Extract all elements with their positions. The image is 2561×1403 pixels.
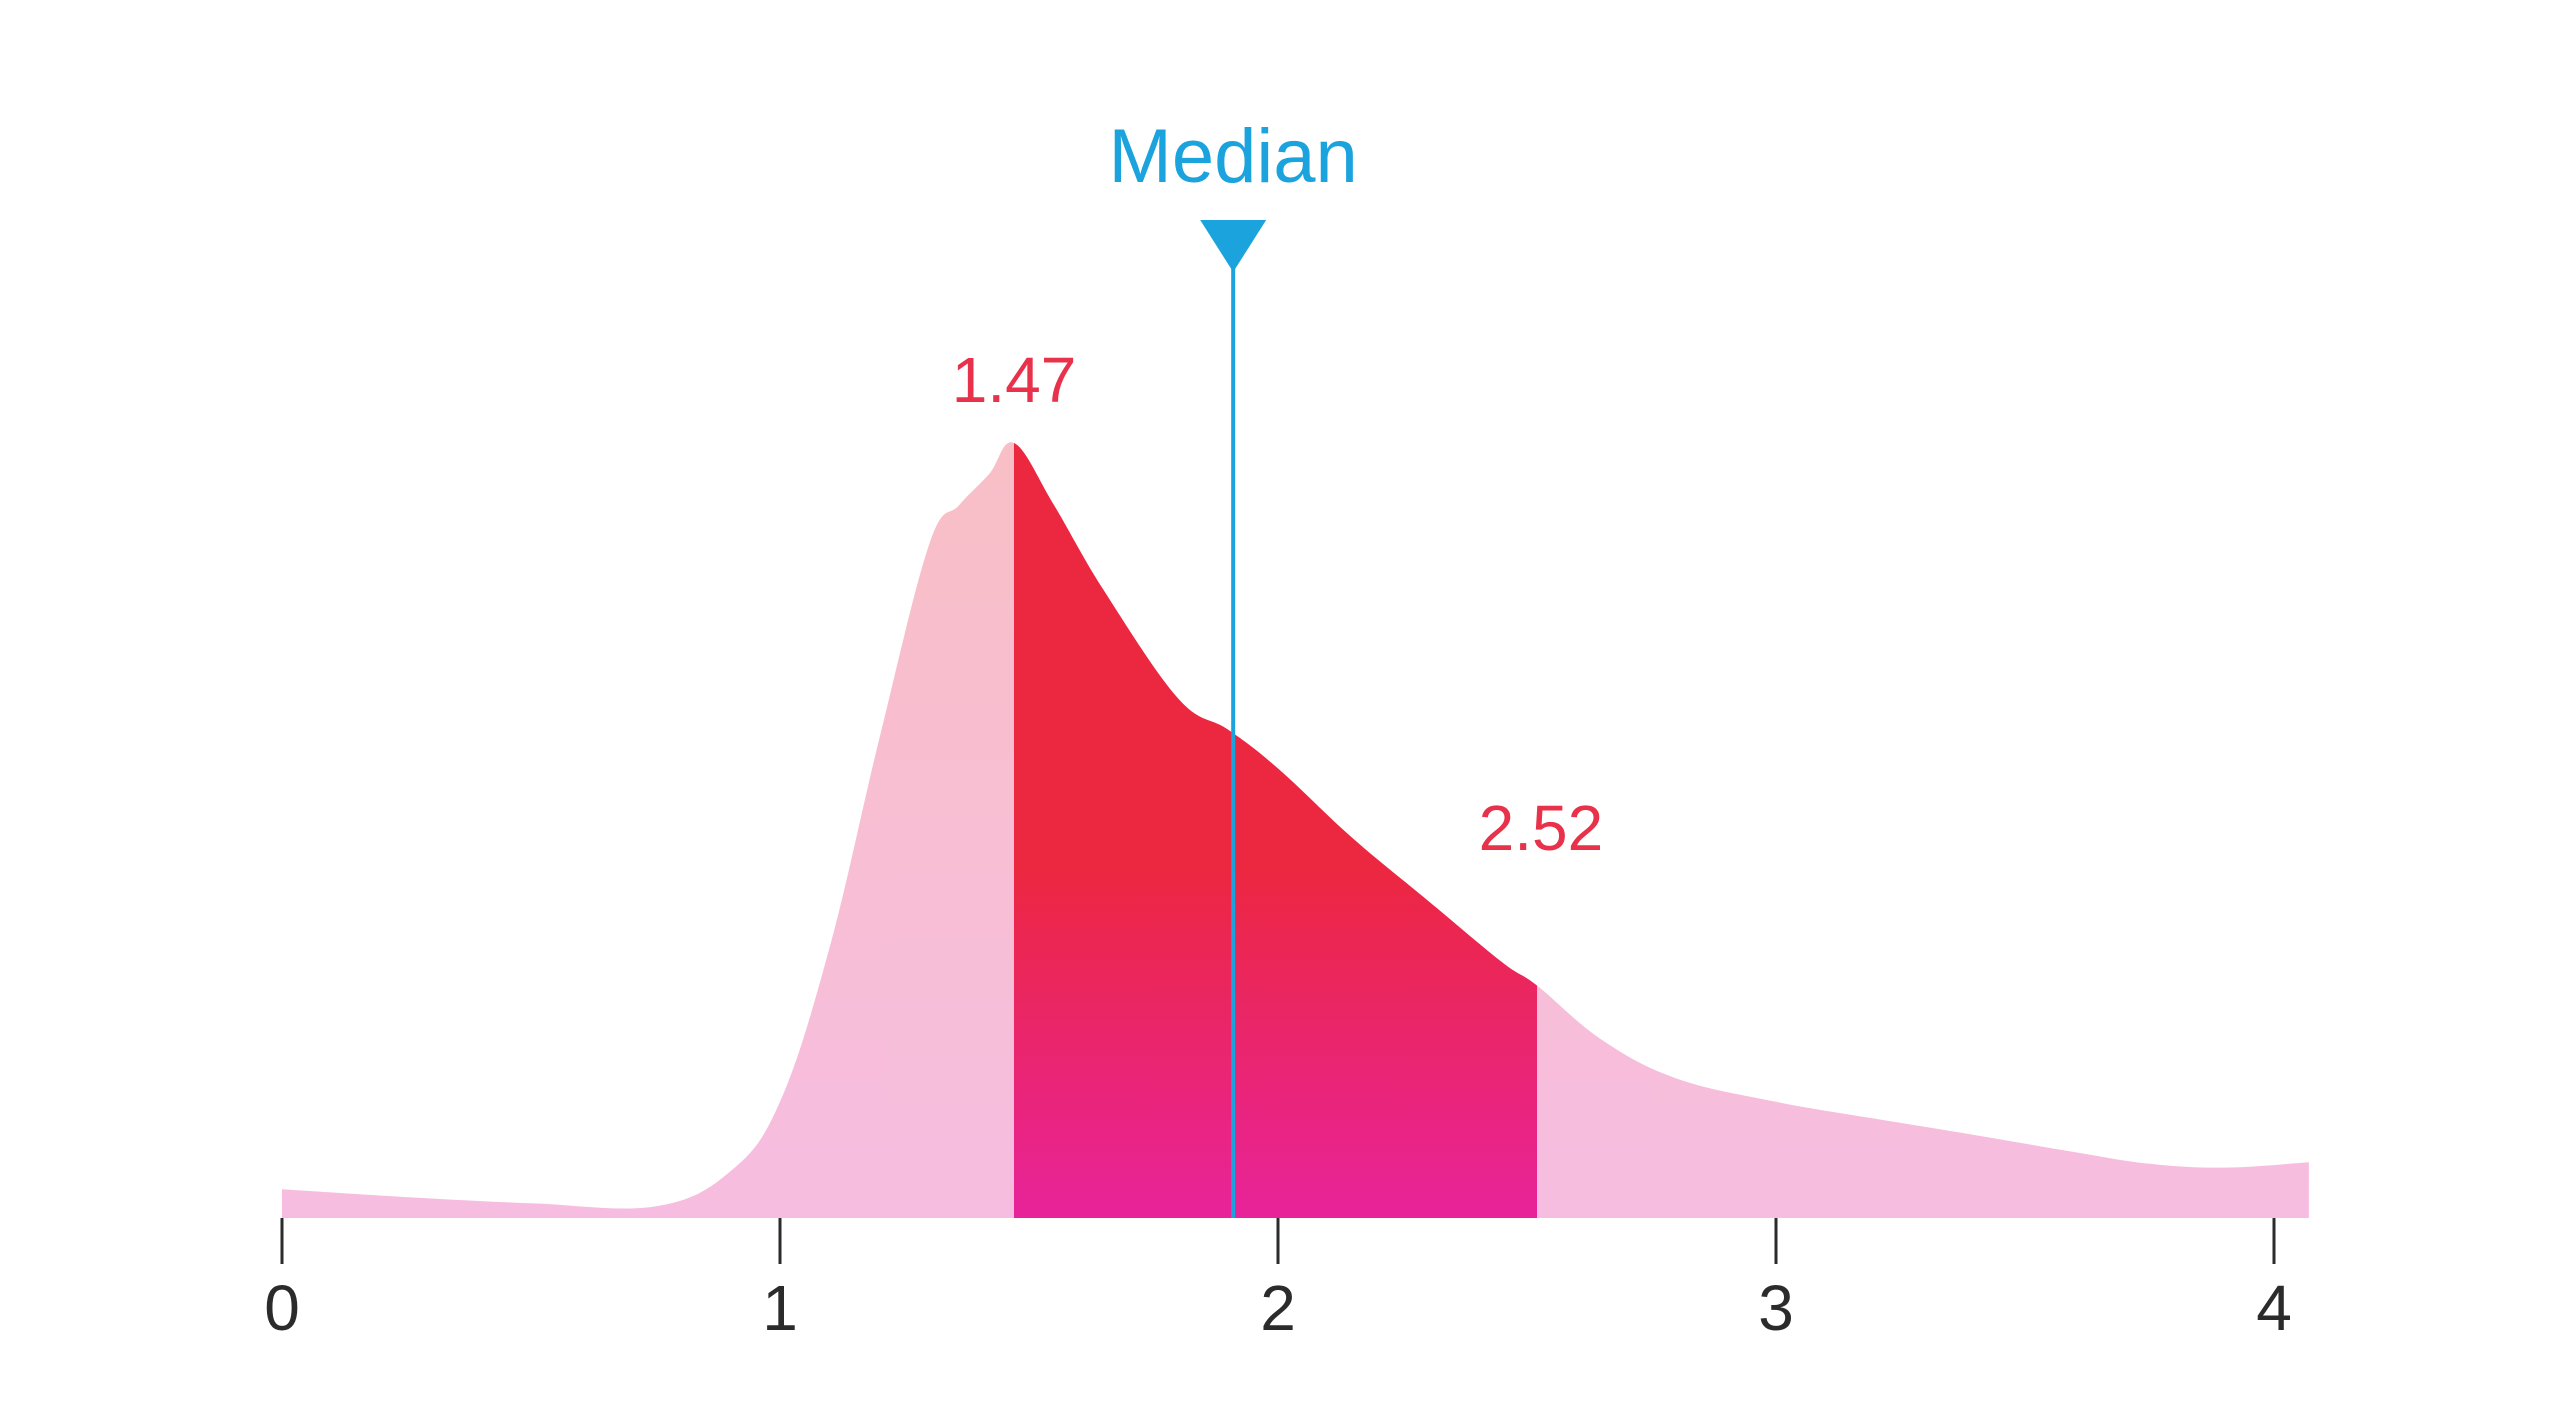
x-tick-label: 2	[1260, 1272, 1296, 1344]
x-tick-label: 4	[2256, 1272, 2292, 1344]
x-axis: 0 1 2 3 4	[264, 1218, 2292, 1344]
x-tick-label: 0	[264, 1272, 300, 1344]
x-tick-label: 3	[1758, 1272, 1794, 1344]
median-marker-icon	[1200, 220, 1267, 272]
x-tick-label: 1	[762, 1272, 798, 1344]
highlight-start-label: 1.47	[952, 344, 1077, 416]
median-label: Median	[1109, 114, 1358, 199]
highlight-end-label: 2.52	[1479, 792, 1604, 864]
highlight-area	[1014, 442, 1537, 1218]
